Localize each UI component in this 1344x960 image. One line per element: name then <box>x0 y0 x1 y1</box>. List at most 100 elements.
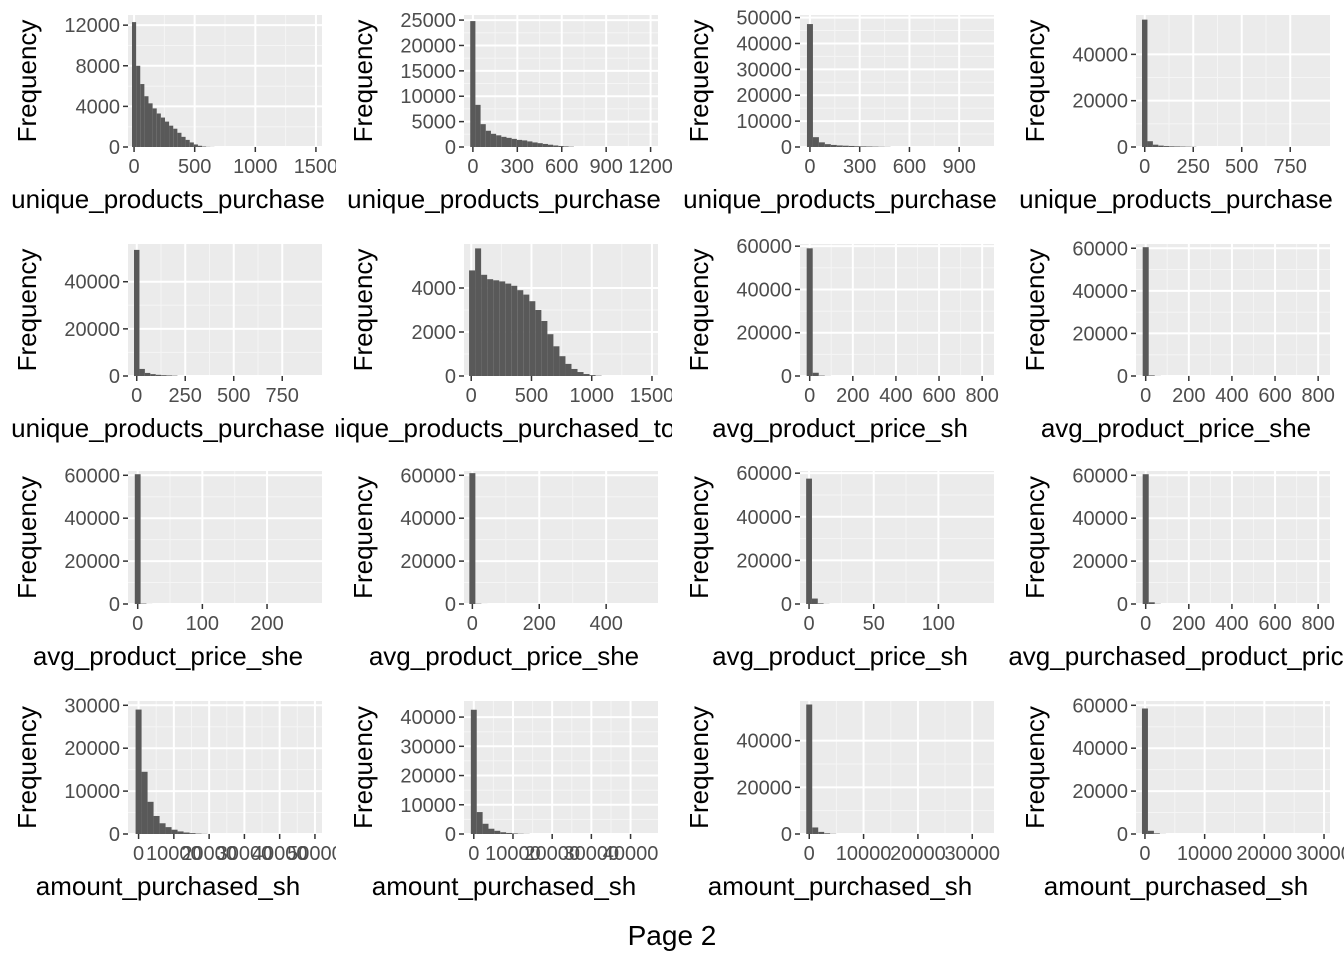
y-tick-label: 60000 <box>1072 238 1128 260</box>
y-tick-label: 20000 <box>64 738 120 760</box>
y-tick-label: 8000 <box>76 56 121 78</box>
histogram-panel-6: 0 2000 4000 0 500 1000 1500 unique_products_pur… <box>311 244 698 443</box>
y-tick-label: 0 <box>781 137 792 159</box>
y-tick-label: 0 <box>1117 594 1128 616</box>
histogram-bar <box>135 709 142 834</box>
histogram-bar <box>147 801 154 834</box>
y-tick-label: 0 <box>1117 824 1128 846</box>
y-tick-label: 12000 <box>64 15 120 37</box>
histogram-bar <box>475 104 481 147</box>
histogram-bar <box>577 372 584 376</box>
y-tick-label: 10000 <box>400 86 456 108</box>
histogram-bar <box>517 290 524 376</box>
histogram-bar <box>490 133 497 147</box>
x-tick-label: 250 <box>169 385 202 407</box>
y-tick-label: 2000 <box>412 322 457 344</box>
y-tick-label: 0 <box>109 366 120 388</box>
y-tick-label: 20000 <box>1072 323 1128 345</box>
histogram-bar <box>177 831 184 834</box>
panel-background <box>1136 701 1330 834</box>
histogram-bar <box>565 363 572 376</box>
y-tick-label: 40000 <box>1072 44 1128 66</box>
x-tick-label: 0 <box>132 613 143 635</box>
x-tick-label: 1000 <box>569 385 614 407</box>
x-axis-title: unique_products_purchased_tota <box>311 413 698 443</box>
histogram-bar <box>482 823 489 834</box>
x-axis-title: avg_product_price_sh <box>712 641 968 671</box>
x-tick-label: 50 <box>863 613 885 635</box>
x-tick-label: 100 <box>186 613 219 635</box>
x-tick-label: 500 <box>515 385 548 407</box>
y-axis-title: Frequency <box>1020 20 1050 143</box>
y-tick-label: 20000 <box>64 551 120 573</box>
x-axis-title: unique_products_purchase <box>683 184 997 214</box>
y-tick-label: 40000 <box>400 707 456 729</box>
x-tick-label: 30000 <box>1296 843 1344 865</box>
x-tick-label: 750 <box>1274 156 1307 178</box>
x-axis-title: unique_products_purchase <box>347 184 661 214</box>
histogram-bar <box>156 113 161 147</box>
x-tick-label: 800 <box>1301 385 1334 407</box>
x-tick-label: 750 <box>266 385 299 407</box>
histogram-bar <box>165 827 172 834</box>
histogram-panel-1: 0 4000 8000 12000 0 500 1000 1500 unique_product… <box>11 15 336 214</box>
y-tick-label: 0 <box>109 594 120 616</box>
histogram-bar <box>1148 602 1155 604</box>
histogram-bar <box>589 375 596 376</box>
histogram-bar <box>537 143 543 147</box>
x-axis-title: avg_purchased_product_pric <box>1008 641 1343 671</box>
x-tick-label: 200 <box>250 613 283 635</box>
y-tick-label: 5000 <box>412 112 457 134</box>
x-tick-label: 30000 <box>217 843 273 865</box>
histogram-bar <box>541 321 548 376</box>
histogram-panel-10: 0 20000 40000 60000 0 200 400 avg_product_price… <box>348 465 658 671</box>
histogram-panel-2: 0 5000 10000 15000 20000 25000 0 300 600 900 1200 u… <box>347 10 672 214</box>
x-tick-label: 200 <box>1172 385 1205 407</box>
histogram-bar <box>836 145 843 147</box>
x-tick-label: 20000 <box>181 843 237 865</box>
y-tick-label: 30000 <box>64 695 120 717</box>
y-tick-label: 0 <box>445 137 456 159</box>
histogram-panel-5: 0 20000 40000 0 250 500 750 unique_products_pur… <box>11 244 325 443</box>
x-tick-label: 600 <box>1258 613 1291 635</box>
x-tick-label: 800 <box>1301 613 1334 635</box>
histogram-bar <box>153 815 160 834</box>
histogram-bar <box>848 145 855 147</box>
y-axis-title: Frequency <box>684 706 714 829</box>
panel-background <box>800 701 994 834</box>
y-axis-title: Frequency <box>348 249 378 372</box>
histogram-bar <box>469 473 476 604</box>
histogram-bar <box>812 372 819 376</box>
histogram-bar <box>1174 146 1181 147</box>
histogram-bar <box>134 474 141 604</box>
histogram-bar <box>1141 708 1148 834</box>
histogram-bar <box>511 285 518 376</box>
x-tick-label: 400 <box>1215 385 1248 407</box>
y-tick-label: 40000 <box>1072 738 1128 760</box>
y-axis-title: Frequency <box>12 249 42 372</box>
x-axis-title: amount_purchased_sh <box>36 871 301 901</box>
histogram-bar <box>830 144 837 147</box>
panel-background <box>800 471 994 604</box>
y-axis-title: Frequency <box>12 20 42 143</box>
histogram-bar <box>806 704 813 834</box>
x-axis-title: avg_product_price_sh <box>712 413 968 443</box>
histogram-bar <box>470 709 477 834</box>
histogram-bar <box>559 356 566 376</box>
histogram-bar <box>488 828 495 834</box>
histogram-bar <box>161 375 167 376</box>
histogram-bar <box>159 823 166 834</box>
x-axis-title: avg_product_price_she <box>33 641 303 671</box>
x-tick-label: 0 <box>804 385 815 407</box>
y-axis-title: Frequency <box>684 476 714 599</box>
histogram-bar <box>476 812 483 834</box>
histogram-bar <box>553 346 560 376</box>
histogram-bar <box>140 84 145 147</box>
x-tick-label: 0 <box>803 613 814 635</box>
x-tick-label: 600 <box>1258 385 1291 407</box>
x-tick-label: 20000 <box>890 843 946 865</box>
histogram-bar <box>150 374 156 376</box>
histogram-bar <box>181 136 186 147</box>
